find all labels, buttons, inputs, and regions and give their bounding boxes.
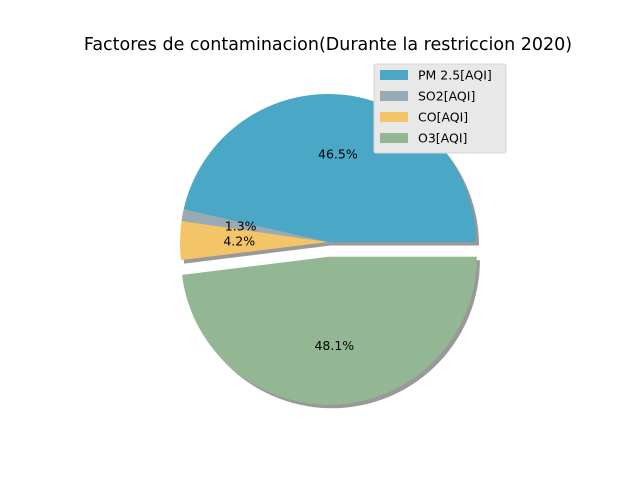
legend-label-so2-aqi: SO2[AQI] [418, 89, 475, 104]
legend: PM 2.5[AQI] SO2[AQI] CO[AQI] O3[AQI] [373, 63, 507, 154]
chart-title: Factores de contaminacion(Durante la res… [84, 35, 572, 55]
slice-labels: 46.5% 1.3%4.2% 48.1% [223, 146, 358, 353]
legend-swatch-so2-aqi [380, 91, 408, 101]
legend-label-o3-aqi: O3[AQI] [418, 131, 467, 146]
pct-label-o3-aqi: 48.1% [314, 338, 354, 353]
legend-label-pm-2-5-aqi: PM 2.5[AQI] [418, 68, 492, 83]
slice-o3-aqi [182, 256, 477, 405]
legend-swatch-o3-aqi [380, 133, 408, 143]
pct-label-pm-2-5-aqi: 46.5% [318, 146, 358, 161]
legend-box [373, 63, 507, 154]
pct-label-co-aqi: 4.2% [223, 234, 255, 249]
legend-swatch-co-aqi [380, 112, 408, 122]
slice-co-aqi [179, 221, 328, 261]
legend-swatch-pm-2-5-aqi [380, 70, 408, 80]
pct-label-so2-aqi: 1.3% [225, 218, 257, 233]
legend-label-co-aqi: CO[AQI] [418, 110, 468, 125]
slice-so2-aqi [181, 209, 328, 242]
